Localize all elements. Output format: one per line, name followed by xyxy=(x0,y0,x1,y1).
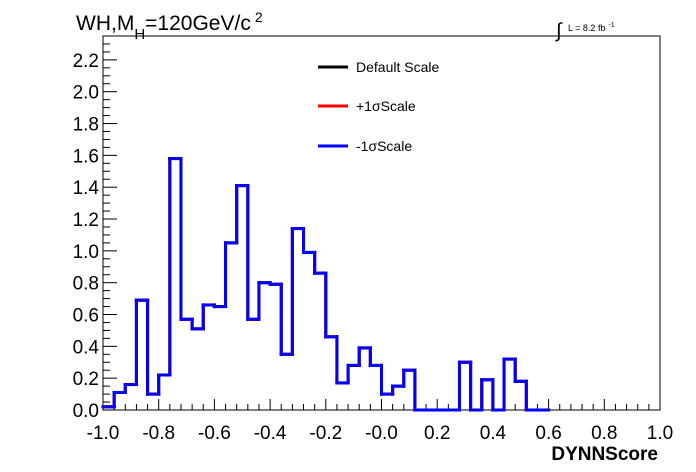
lumi-text: L = 8.2 fb xyxy=(568,23,605,33)
x-axis-label: DYNNScore xyxy=(551,444,658,465)
legend-label-plus1sigma: +1σScale xyxy=(356,98,416,114)
y-tick-label: 0.8 xyxy=(73,274,99,295)
y-tick-label: 0.0 xyxy=(73,401,99,422)
lumi-superscript: -1 xyxy=(608,22,614,29)
axis-ticks xyxy=(102,35,661,411)
y-tick-label: 1.8 xyxy=(73,115,99,136)
title-prefix: WH,M xyxy=(76,12,134,35)
title-superscript: 2 xyxy=(255,9,263,25)
y-tick-label: 1.4 xyxy=(73,178,100,199)
y-tick-label: 1.6 xyxy=(73,146,99,167)
x-tick-label: 0.6 xyxy=(535,423,561,444)
legend-label-minus1sigma: -1σScale xyxy=(356,138,412,154)
legend: Default Scale +1σScale -1σScale xyxy=(318,59,439,154)
x-tick-label: 0.8 xyxy=(591,423,617,444)
x-tick-label: -1.0 xyxy=(87,423,120,444)
x-tick-label: -0.8 xyxy=(142,423,175,444)
y-tick-label: 2.2 xyxy=(73,51,99,72)
y-tick-label: 1.2 xyxy=(73,210,99,231)
x-tick-label: -0.2 xyxy=(309,423,342,444)
x-tick-label: 1.0 xyxy=(647,423,673,444)
x-tick-label: -0.4 xyxy=(254,423,287,444)
x-tick-labels: -1.0 -0.8 -0.6 -0.4 -0.2 -0.0 0.2 0.4 0.6 0.8 1.0 xyxy=(87,423,674,444)
lumi-integral: ∫ xyxy=(555,20,563,42)
title-suffix: =120GeV/c xyxy=(145,12,251,35)
x-tick-label: 0.4 xyxy=(480,423,507,444)
y-tick-label: 0.2 xyxy=(73,369,99,390)
x-tick-label: 0.2 xyxy=(424,423,450,444)
title-subscript: H xyxy=(134,26,145,43)
series-2 xyxy=(101,157,551,412)
plot-frame xyxy=(102,35,661,411)
y-tick-labels: 0.0 0.2 0.4 0.6 0.8 1.0 1.2 1.4 1.6 1.8 2.0 2.2 xyxy=(73,51,100,422)
lumi-label: L = 8.2 fb -1 xyxy=(568,22,615,33)
y-tick-label: 1.0 xyxy=(73,242,99,263)
legend-label-default: Default Scale xyxy=(356,59,439,75)
y-tick-label: 0.4 xyxy=(73,337,100,358)
y-tick-label: 2.0 xyxy=(73,83,99,104)
y-tick-label: 0.6 xyxy=(73,306,99,327)
x-tick-label: -0.0 xyxy=(365,423,398,444)
series-lines xyxy=(101,157,551,412)
x-tick-label: -0.6 xyxy=(198,423,231,444)
chart-title: WH,MH=120GeV/c 2 xyxy=(76,9,263,43)
